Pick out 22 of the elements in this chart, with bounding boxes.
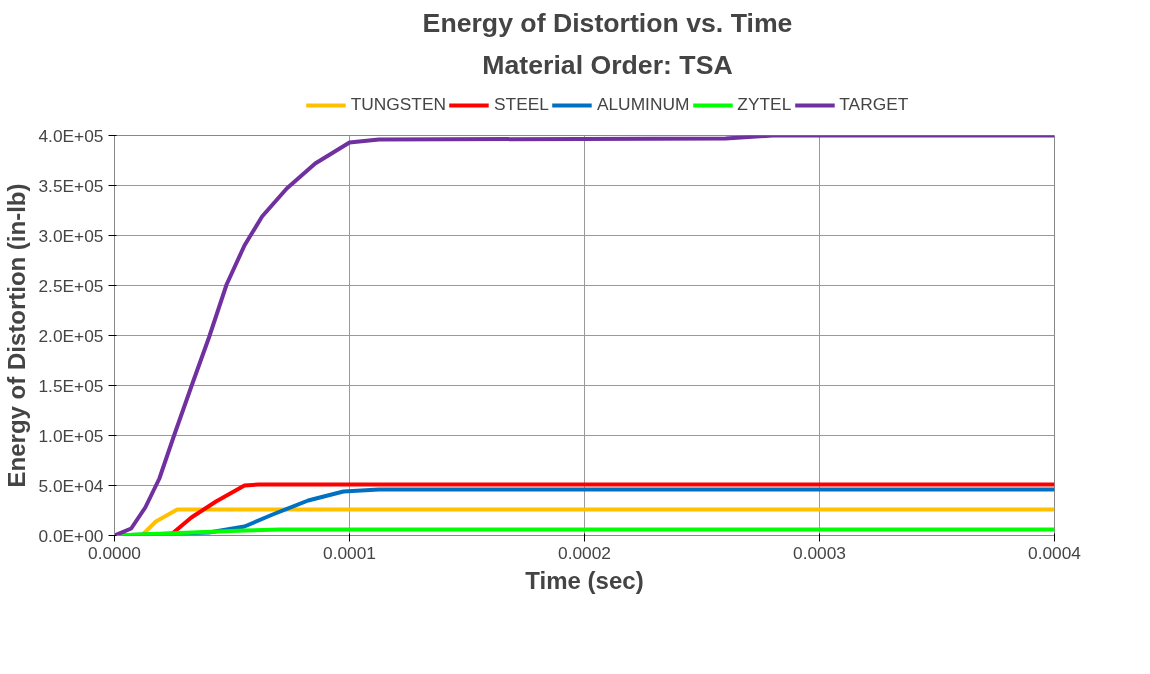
x-tick-label: 0.0004 (1028, 542, 1082, 563)
y-tick-label: 3.0E+05 (38, 225, 104, 246)
line-series (114, 135, 1055, 536)
legend-label: ALUMINUM (596, 94, 690, 115)
x-axis-title: Time (sec) (525, 566, 644, 594)
y-tick-label: 4.0E+05 (38, 125, 104, 146)
legend-label: ZYTEL (737, 94, 792, 115)
y-tick-label: 3.5E+05 (38, 175, 104, 196)
x-tick-label: 0.0002 (558, 542, 611, 563)
y-axis-title: Energy of Distortion (in-lb) (3, 183, 31, 488)
y-tick-label: 5.0E+04 (38, 475, 104, 496)
x-tick-label: 0.0003 (793, 542, 846, 563)
y-tick-label: 1.5E+05 (38, 375, 104, 396)
legend-label: TARGET (839, 94, 909, 115)
legend-label: STEEL (494, 94, 549, 115)
y-tick-label: 2.0E+05 (38, 325, 104, 346)
legend-label: TUNGSTEN (350, 94, 447, 115)
x-tick-label: 0.0001 (323, 542, 376, 563)
chart-subtitle: Material Order: TSA (482, 49, 733, 80)
chart-title: Energy of Distortion vs. Time (422, 7, 793, 38)
y-tick-label: 2.5E+05 (38, 275, 104, 296)
y-tick-label: 1.0E+05 (38, 425, 104, 446)
